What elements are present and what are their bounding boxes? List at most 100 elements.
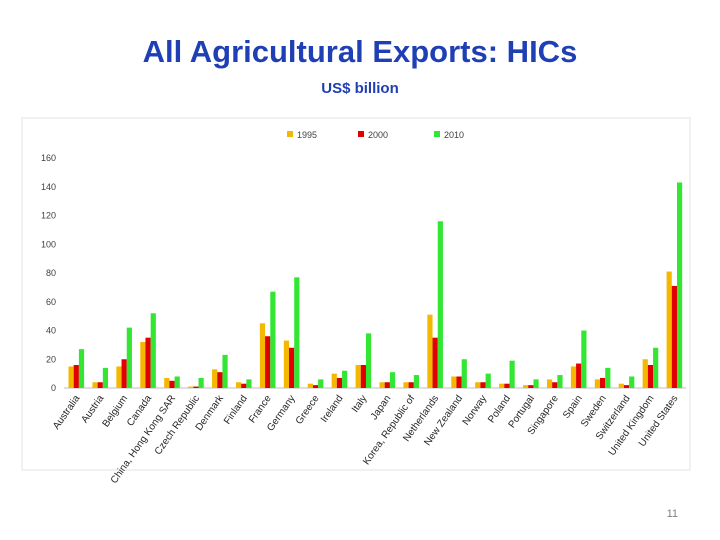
chart-legend: 1995 2000 2010 [287, 130, 464, 140]
bar [605, 367, 611, 389]
page-number: 11 [666, 508, 678, 520]
bar [437, 221, 443, 388]
y-tick-label: 160 [41, 153, 56, 163]
bar [355, 365, 361, 388]
bar [389, 372, 396, 388]
bar [461, 359, 467, 388]
bar [68, 366, 74, 388]
bar [270, 291, 276, 388]
bar [546, 379, 553, 389]
y-axis: 0 20 40 60 80 100 120 140 160 [41, 153, 56, 393]
bar [97, 382, 103, 388]
bar [570, 366, 577, 388]
bar [265, 336, 271, 388]
bar [671, 285, 677, 388]
bar [150, 313, 156, 388]
bar [198, 377, 204, 388]
bar [126, 327, 132, 389]
legend-label: 2000 [368, 130, 388, 140]
bar [504, 383, 510, 388]
bar [318, 379, 324, 389]
y-tick-label: 60 [46, 297, 56, 307]
bar [222, 354, 228, 388]
bar [360, 365, 366, 388]
chart-border [21, 117, 691, 471]
bar [102, 367, 109, 389]
bar [666, 271, 672, 388]
bar [533, 379, 539, 389]
bar [188, 386, 194, 388]
bar [116, 366, 122, 388]
bar [653, 347, 659, 388]
bar [212, 369, 218, 388]
bar [413, 375, 420, 388]
bar [121, 359, 127, 388]
bar [342, 370, 348, 388]
bar [193, 386, 199, 388]
bar [379, 382, 385, 388]
bar [169, 380, 175, 388]
bar [235, 382, 242, 388]
bar [623, 385, 630, 389]
bar [647, 365, 654, 388]
bar [174, 376, 180, 388]
bar [92, 382, 98, 388]
slide-subtitle: US$ billion [321, 80, 399, 97]
bar [246, 379, 252, 389]
y-tick-label: 100 [41, 239, 56, 249]
bar [581, 330, 587, 388]
bar [451, 376, 457, 388]
bar [600, 377, 606, 388]
y-tick-label: 80 [46, 268, 56, 278]
bar [145, 337, 151, 388]
bar [140, 342, 146, 388]
bar [365, 333, 372, 389]
bar [331, 373, 337, 389]
legend-swatch [434, 131, 440, 137]
legend-swatch [358, 131, 364, 137]
bar [509, 360, 515, 388]
bar [594, 379, 601, 389]
bar [217, 372, 223, 388]
bar [552, 382, 558, 388]
bar [480, 382, 486, 388]
bar [403, 382, 409, 388]
y-tick-label: 20 [46, 354, 56, 364]
legend-swatch [287, 131, 293, 137]
bar [241, 383, 247, 388]
bar [312, 385, 319, 389]
slide-title: All Agricultural Exports: HICs [142, 34, 578, 69]
y-tick-label: 40 [46, 326, 56, 336]
bar [283, 340, 290, 388]
bar [73, 365, 79, 388]
legend-label: 2010 [444, 130, 464, 140]
bar [259, 323, 266, 388]
bar [294, 277, 300, 388]
bar [528, 385, 534, 389]
bar [164, 377, 170, 388]
y-tick-label: 0 [51, 383, 56, 393]
bar [576, 363, 582, 388]
bar [485, 373, 491, 389]
bar [307, 383, 313, 388]
bar [336, 377, 343, 388]
bar [676, 182, 683, 388]
chart-bars [68, 182, 683, 389]
bar [289, 347, 295, 388]
bar [629, 376, 635, 388]
bar [499, 383, 505, 388]
bar [408, 382, 414, 388]
bar [432, 337, 438, 388]
chart-frame [21, 117, 691, 471]
bar [523, 385, 529, 389]
bar [642, 359, 648, 388]
bar [384, 382, 390, 388]
bar [456, 376, 462, 388]
legend-label: 1995 [297, 130, 317, 140]
bar [557, 375, 563, 388]
y-tick-label: 120 [41, 211, 56, 221]
bar [427, 314, 433, 388]
bar [475, 382, 481, 388]
bar [618, 383, 624, 388]
